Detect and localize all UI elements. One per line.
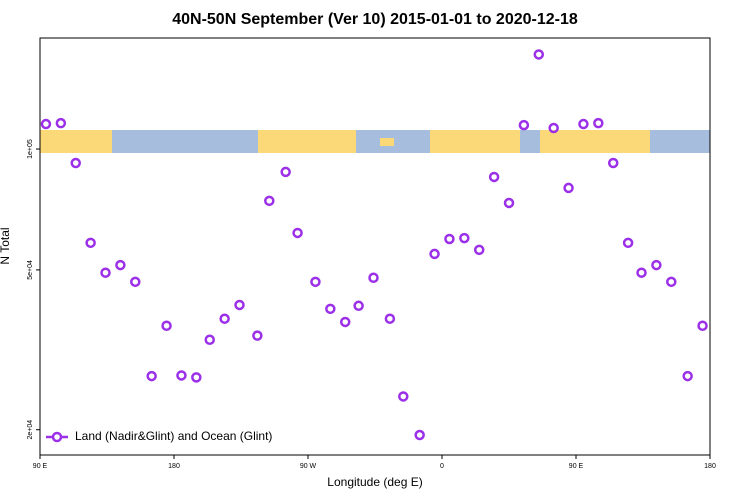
x-axis-label: Longitude (deg E): [327, 475, 422, 489]
point: [607, 157, 619, 169]
point: [682, 370, 693, 382]
x-tick-label: 0: [440, 463, 444, 470]
point: [100, 267, 111, 278]
map-strip: [40, 130, 710, 153]
point: [146, 370, 157, 382]
point: [503, 197, 515, 209]
chart-title: 40N-50N September (Ver 10) 2015-01-01 to…: [172, 11, 578, 28]
point: [115, 259, 126, 271]
point: [252, 330, 263, 341]
point: [130, 276, 141, 288]
point: [176, 370, 187, 381]
x-tick-label: 90 W: [300, 463, 317, 470]
point: [55, 117, 67, 129]
point: [533, 49, 545, 60]
legend-label: Land (Nadir&Glint) and Ocean (Glint): [75, 429, 272, 443]
point: [563, 182, 574, 194]
y-tick-label: 5e+04: [27, 260, 34, 280]
point: [353, 300, 364, 312]
plot-frame: [39, 37, 711, 456]
point: [310, 276, 321, 288]
y-tick-label: 1e+05: [27, 139, 34, 159]
point: [459, 232, 470, 244]
point: [70, 157, 81, 169]
point: [636, 267, 647, 278]
point: [368, 272, 379, 284]
x-tick-label: 180: [168, 463, 180, 470]
point: [488, 171, 500, 183]
point: [444, 233, 455, 245]
point: [473, 244, 485, 256]
point: [651, 259, 662, 271]
point: [622, 237, 634, 249]
point: [429, 248, 440, 260]
legend-marker: [51, 431, 63, 443]
point: [325, 303, 336, 315]
point: [697, 320, 708, 331]
x-tick-label: 90 E: [569, 463, 584, 470]
point: [161, 320, 172, 331]
point: [398, 391, 409, 402]
y-axis-label: N Total: [0, 227, 12, 264]
point: [219, 313, 230, 324]
x-tick-label: 180: [704, 463, 716, 470]
point: [666, 276, 677, 288]
point: [384, 313, 396, 324]
point: [40, 118, 52, 130]
y-tick-label: 2e+04: [27, 420, 34, 440]
point: [548, 122, 559, 134]
point: [264, 195, 275, 207]
point: [292, 227, 303, 239]
point: [518, 119, 530, 131]
point: [280, 166, 291, 178]
point: [593, 117, 604, 129]
point: [204, 334, 215, 345]
point: [339, 316, 351, 328]
point: [578, 118, 589, 130]
point: [414, 429, 425, 441]
x-tick-label: 90 E: [33, 463, 48, 470]
point: [85, 237, 96, 249]
point: [191, 372, 202, 383]
point: [234, 299, 245, 311]
